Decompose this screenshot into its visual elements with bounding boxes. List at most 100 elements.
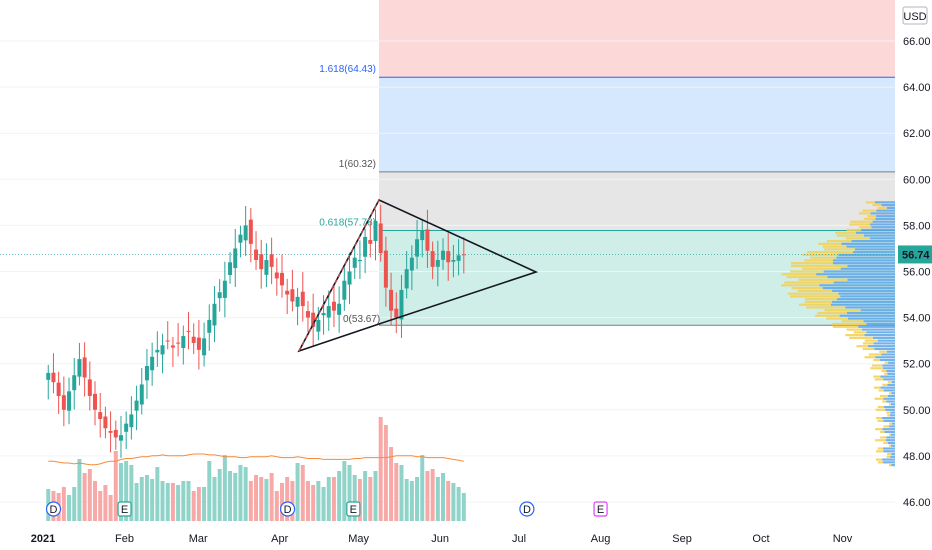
candle-body — [363, 236, 368, 257]
candle-body — [352, 257, 357, 268]
volume-profile-bar — [862, 347, 875, 351]
candle-body — [98, 412, 103, 420]
candle-body — [243, 225, 248, 241]
volume-profile-bar — [890, 411, 895, 414]
volume-profile-bar — [877, 447, 884, 450]
dividend-marker[interactable] — [45, 501, 62, 517]
volume-profile-bar — [880, 386, 895, 389]
volume-profile-bar — [836, 256, 895, 259]
volume-bar — [425, 471, 430, 521]
volume-profile-bar — [798, 278, 848, 281]
volume-profile-bar — [875, 439, 886, 442]
volume-profile-bar — [883, 419, 895, 422]
volume-bar — [217, 469, 222, 521]
dividend-marker[interactable] — [279, 501, 296, 517]
volume-bar — [337, 471, 342, 521]
candle-body — [207, 319, 212, 333]
volume-profile-bar — [781, 284, 820, 287]
volume-profile-bar — [832, 325, 859, 328]
candle-body — [144, 366, 149, 381]
earnings-marker[interactable] — [346, 501, 361, 517]
price-tag — [898, 245, 932, 264]
volume-profile-bar — [869, 237, 895, 240]
volume-bar — [368, 477, 373, 521]
volume-profile-bar — [845, 334, 865, 337]
candle-body — [321, 312, 326, 316]
candle-body — [373, 220, 378, 241]
volume-profile-bar — [850, 220, 873, 223]
candle-body — [311, 312, 316, 327]
volume-profile-bar — [806, 306, 846, 309]
candle-body — [389, 289, 394, 311]
candle-body — [274, 272, 279, 279]
volume-profile-bar — [784, 281, 834, 284]
volume-profile-bar — [883, 447, 895, 450]
candles — [46, 204, 466, 458]
volume-profile-bar — [866, 322, 895, 326]
volume-profile-bar — [889, 403, 891, 406]
candle-body — [108, 430, 113, 433]
volume-profile-bar — [819, 284, 895, 287]
volume-bar — [352, 475, 357, 521]
volume-profile-bar — [872, 336, 895, 339]
volume-profile-bar — [864, 356, 876, 359]
volume-profile-bar — [889, 414, 895, 417]
volume-profile-bar — [878, 389, 884, 392]
dividend-marker[interactable] — [519, 501, 535, 517]
y-tick-label: 56.00 — [903, 267, 931, 279]
candle-body — [212, 303, 217, 326]
volume-profile-bar — [884, 430, 895, 434]
volume-bar — [404, 479, 409, 521]
volume-profile-bar — [891, 422, 895, 425]
x-tick-label: Apr — [271, 533, 288, 545]
volume-profile-bar — [886, 455, 891, 458]
y-tick-label: 60.00 — [903, 174, 931, 186]
volume-profile-bar — [817, 311, 847, 315]
earnings-marker[interactable] — [593, 501, 608, 517]
volume-bar — [139, 477, 144, 521]
volume-bar — [264, 479, 269, 521]
volume-bar — [186, 481, 191, 521]
volume-profile-bar — [866, 331, 895, 334]
volume-profile-bar — [790, 295, 841, 298]
volume-profile-bar — [885, 439, 895, 442]
candle-body — [446, 251, 451, 263]
volume-profile-bar — [874, 397, 884, 400]
fib-trend-leg — [298, 199, 380, 352]
fib-label: 1(60.32) — [339, 159, 376, 170]
candle-body — [181, 336, 186, 349]
volume-bar — [108, 495, 113, 521]
currency-badge[interactable] — [902, 6, 928, 25]
volume-bar — [254, 475, 259, 521]
volume-profile-bar — [875, 356, 895, 359]
volume-profile-bar — [882, 428, 895, 431]
candle-body — [285, 290, 290, 295]
volume-profile-bar — [791, 286, 823, 290]
candle-body — [368, 239, 373, 244]
y-axis-bg — [895, 0, 932, 550]
volume-bar — [238, 465, 243, 521]
volume-profile-bar — [839, 314, 895, 317]
volume-profile-bar — [873, 375, 881, 378]
fib-label: 0(53.67) — [343, 314, 380, 325]
volume-bar — [77, 459, 82, 521]
volume-profile-bar — [826, 239, 852, 243]
volume-bar — [456, 487, 461, 521]
volume-bar — [316, 481, 321, 521]
volume-profile-bar — [853, 331, 867, 334]
candle-body — [191, 336, 196, 343]
volume-profile-bar — [815, 314, 840, 317]
volume-bar — [311, 485, 316, 521]
candle-body — [420, 230, 425, 241]
volume-bar — [118, 463, 123, 521]
volume-profile-bar — [877, 461, 884, 464]
event-label: D — [284, 504, 292, 516]
candle-body — [399, 289, 404, 320]
volume-profile-bar — [875, 458, 883, 461]
volume-profile-bar — [840, 295, 895, 298]
earnings-marker[interactable] — [117, 501, 132, 517]
volume-profile-bar — [891, 452, 895, 456]
y-tick-label: 46.00 — [903, 497, 931, 509]
volume-bar — [207, 461, 212, 521]
